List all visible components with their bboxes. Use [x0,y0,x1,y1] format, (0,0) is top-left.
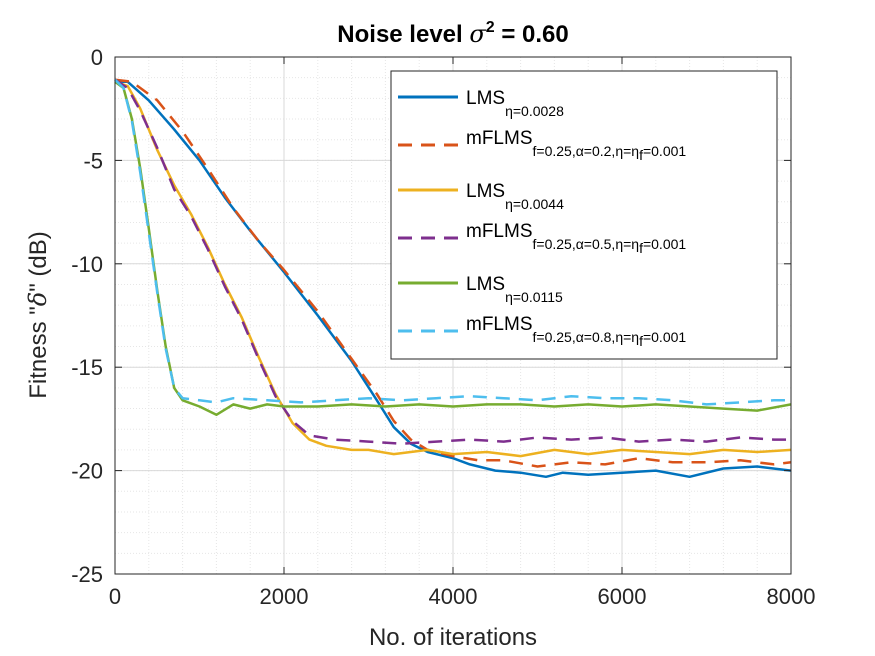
series-line-3 [114,80,792,458]
tick-labels: 0 2000 4000 6000 8000 0 -5 -10 -15 -20 -25 [71,45,815,609]
series-line-1 [115,80,792,479]
y-tick-label: -25 [71,562,103,587]
y-tick-label: -15 [71,355,103,380]
title-sigma: σ [469,20,486,48]
y-tick-label: -10 [71,252,103,277]
axis-ticks [114,56,792,575]
ylabel-suffix: " (dB) [25,231,52,292]
y-tick-label: -5 [83,148,103,173]
ylabel-prefix: Fitness " [25,306,52,399]
series-line-2 [114,78,792,468]
y-axis-label: Fitness "δ" (dB) [24,231,52,399]
x-tick-label: 0 [109,584,121,609]
series-group [114,78,792,479]
x-axis-label: No. of iterations [369,624,537,651]
chart-title: Noise level σ2 = 0.60 [337,19,568,48]
y-tick-label: -20 [71,459,103,484]
y-tick-label: 0 [91,45,103,70]
ylabel-delta: δ [24,292,52,306]
legend-box [390,70,778,360]
legend-label-5: LMSη=0.0115 [466,274,563,305]
x-tick-label: 2000 [260,584,309,609]
title-prefix: Noise level [337,21,469,48]
x-tick-label: 4000 [429,584,478,609]
legend-label-4: mFLMSf=0.25,α=0.5,η=ηf=0.001 [466,221,686,256]
legend-label-2: mFLMSf=0.25,α=0.2,η=ηf=0.001 [466,128,686,163]
series-line-4 [114,78,791,445]
legend-label-3: LMSη=0.0044 [466,181,564,212]
title-suffix: = 0.60 [495,21,569,48]
legend-label-1: LMSη=0.0028 [466,88,564,119]
x-tick-label: 6000 [598,584,647,609]
legend-label-6: mFLMSf=0.25,α=0.8,η=ηf=0.001 [466,314,686,349]
title-superscript: 2 [486,19,495,36]
x-tick-label: 8000 [767,584,816,609]
legend: LMSη=0.0028 mFLMSf=0.25,α=0.2,η=ηf=0.001 L… [390,70,778,360]
